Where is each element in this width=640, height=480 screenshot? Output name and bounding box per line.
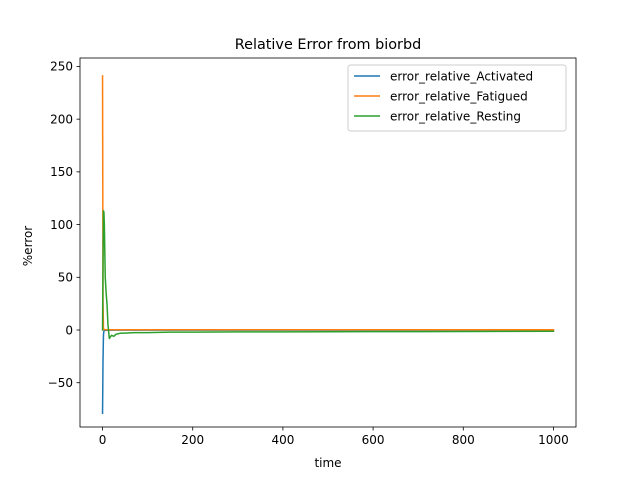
y-tick-label-6: 250 bbox=[50, 60, 73, 74]
legend-box bbox=[347, 64, 567, 132]
legend-label-0: error_relative_Activated bbox=[390, 69, 533, 83]
x-tick-label-1: 200 bbox=[181, 433, 204, 447]
axes-frame bbox=[79, 57, 577, 428]
y-tick-label-0: −50 bbox=[48, 376, 73, 390]
y-tick-label-2: 50 bbox=[58, 271, 73, 285]
y-tick-label-5: 200 bbox=[50, 112, 73, 126]
x-axis-label: time bbox=[314, 456, 341, 470]
chart-title: Relative Error from biorbd bbox=[235, 37, 421, 53]
legend-label-2: error_relative_Resting bbox=[390, 109, 521, 123]
y-tick-label-4: 150 bbox=[50, 165, 73, 179]
x-tick-label-5: 1000 bbox=[538, 433, 569, 447]
series-line-2 bbox=[101, 210, 555, 340]
y-tick-label-1: 0 bbox=[65, 323, 73, 337]
y-tick-label-3: 100 bbox=[50, 218, 73, 232]
x-tick-label-2: 400 bbox=[271, 433, 294, 447]
x-tick-label-4: 800 bbox=[452, 433, 475, 447]
x-tick-label-0: 0 bbox=[99, 433, 107, 447]
plot-area: 0 200 400 600 800 1000 −50 0 50 100 150 200 250 bbox=[48, 57, 577, 447]
x-tick-label-3: 600 bbox=[362, 433, 385, 447]
legend-label-1: error_relative_Fatigued bbox=[390, 89, 528, 103]
legend: error_relative_Activated error_relative_F… bbox=[347, 64, 567, 132]
y-axis-label: %error bbox=[21, 226, 35, 267]
